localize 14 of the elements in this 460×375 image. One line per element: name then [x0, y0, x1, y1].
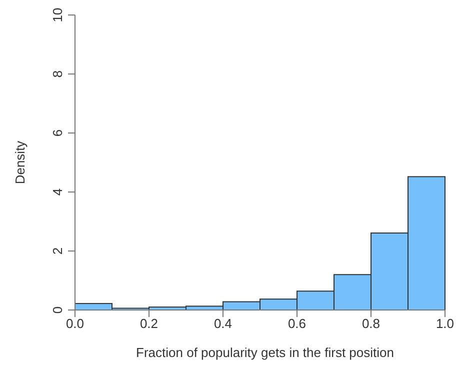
y-tick-label: 8 [50, 70, 65, 78]
x-axis-title: Fraction of popularity gets in the first position [135, 345, 395, 360]
y-tick-label: 4 [50, 188, 65, 196]
x-tick-label: 1.0 [436, 316, 454, 332]
x-tick-label: 0.4 [214, 316, 232, 332]
y-tick-label: 6 [50, 129, 65, 137]
x-tick-label: 0.8 [362, 316, 380, 332]
y-tick-label: 2 [50, 247, 65, 255]
x-tick-label: 0.0 [66, 316, 84, 332]
y-axis-title: Density [12, 140, 28, 184]
x-tick-label: 0.6 [288, 316, 306, 332]
y-tick-label: 10 [50, 8, 65, 22]
x-tick-label: 0.2 [140, 316, 158, 332]
y-tick-label: 0 [50, 306, 65, 314]
